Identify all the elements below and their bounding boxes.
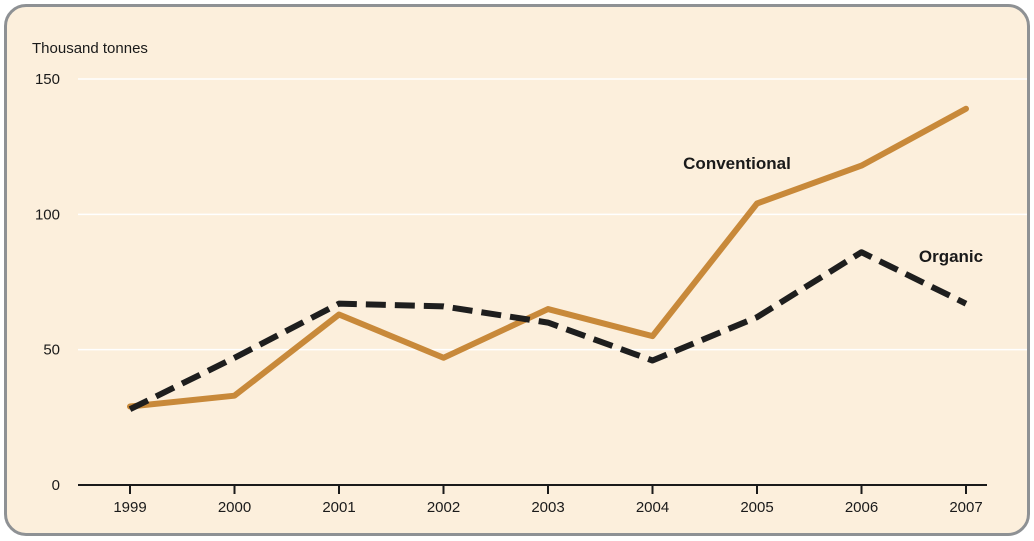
x-axis: 1999 2000 2001 2002 2003 2004 2005 2006 2007 <box>78 484 987 516</box>
chart-frame: Thousand tonnes 0 50 100 150 1999 2000 2001 20… <box>4 4 1030 536</box>
y-tick-label-0: 0 <box>52 477 60 494</box>
series-line-organic <box>128 249 968 412</box>
x-tick-label-2007: 2007 <box>949 499 982 516</box>
x-tick-label-2003: 2003 <box>531 499 564 516</box>
line-chart: Thousand tonnes 0 50 100 150 1999 2000 2001 20… <box>32 40 1027 516</box>
x-tick-label-2001: 2001 <box>322 499 355 516</box>
series-lines <box>127 105 969 412</box>
y-tick-label-150: 150 <box>35 71 60 88</box>
series-labels: Conventional Organic <box>683 154 983 266</box>
x-tick-label-2006: 2006 <box>845 499 878 516</box>
series-label-conventional: Conventional <box>683 154 791 173</box>
series-line-conventional <box>127 105 969 410</box>
y-axis-unit-label: Thousand tonnes <box>32 40 148 57</box>
x-tick-label-2005: 2005 <box>740 499 773 516</box>
y-tick-label-100: 100 <box>35 206 60 223</box>
x-tick-label-2002: 2002 <box>427 499 460 516</box>
x-tick-label-2000: 2000 <box>218 499 251 516</box>
x-tick-label-2004: 2004 <box>636 499 669 516</box>
gridlines <box>78 78 1027 351</box>
x-tick-label-1999: 1999 <box>113 499 146 516</box>
y-tick-label-50: 50 <box>43 342 60 359</box>
y-tick-labels: 0 50 100 150 <box>35 71 60 494</box>
series-label-organic: Organic <box>919 247 983 266</box>
